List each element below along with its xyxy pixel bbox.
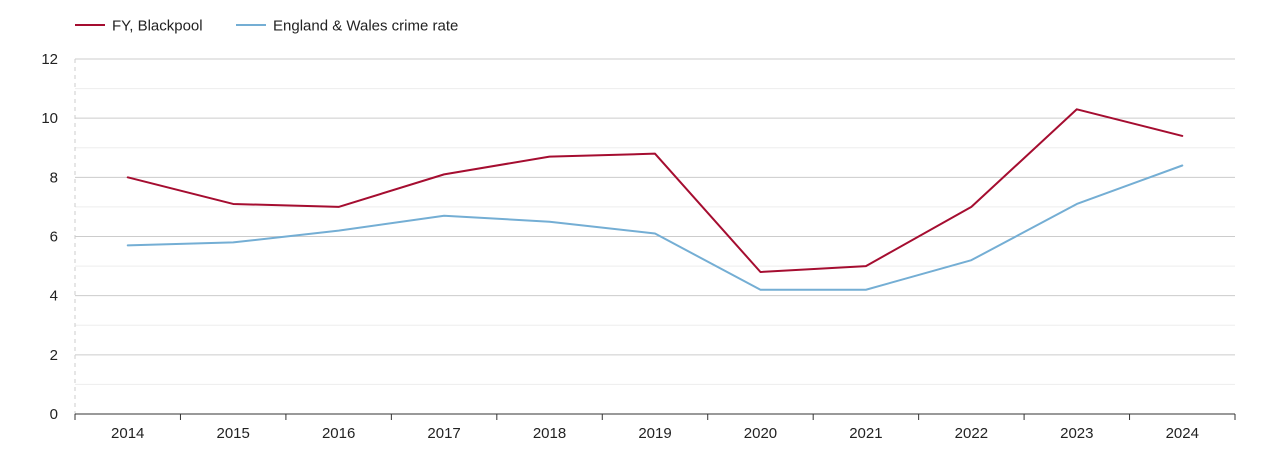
x-tick-label: 2016 — [322, 425, 355, 442]
data-point-blackpool[interactable] — [756, 268, 764, 276]
x-tick-label: 2020 — [744, 425, 777, 442]
data-point-blackpool[interactable] — [862, 262, 870, 270]
series — [124, 105, 1186, 294]
x-tick-label: 2024 — [1166, 425, 1199, 442]
data-point-blackpool[interactable] — [335, 203, 343, 211]
data-point-blackpool[interactable] — [440, 170, 448, 178]
y-tick-label: 4 — [50, 288, 58, 305]
x-tick-label: 2021 — [849, 425, 882, 442]
y-tick-label: 6 — [50, 229, 58, 246]
legend-item-england-wales[interactable]: England & Wales crime rate — [236, 18, 458, 35]
data-point-england-wales[interactable] — [862, 286, 870, 294]
x-tick-label: 2019 — [638, 425, 671, 442]
data-point-england-wales[interactable] — [1178, 162, 1186, 170]
x-tick-label: 2014 — [111, 425, 144, 442]
y-tick-label: 2 — [50, 347, 58, 364]
data-point-england-wales[interactable] — [335, 227, 343, 235]
legend-item-blackpool[interactable]: FY, Blackpool — [75, 18, 203, 35]
data-point-blackpool[interactable] — [1178, 132, 1186, 140]
series-line-england-wales[interactable] — [126, 164, 1184, 291]
y-tick-label: 10 — [41, 110, 58, 127]
data-point-blackpool[interactable] — [124, 173, 132, 181]
y-tick-label: 12 — [41, 51, 58, 68]
data-point-england-wales[interactable] — [651, 230, 659, 238]
legend-label-england-wales: England & Wales crime rate — [273, 18, 458, 35]
data-point-england-wales[interactable] — [546, 218, 554, 226]
y-tick-label: 0 — [50, 406, 58, 423]
data-point-england-wales[interactable] — [967, 256, 975, 264]
data-point-blackpool[interactable] — [229, 200, 237, 208]
data-point-blackpool[interactable] — [1073, 105, 1081, 113]
grid — [75, 58, 1235, 385]
legend-label-blackpool: FY, Blackpool — [112, 18, 203, 35]
data-point-england-wales[interactable] — [229, 238, 237, 246]
x-tick-label: 2017 — [427, 425, 460, 442]
data-point-blackpool[interactable] — [967, 203, 975, 211]
x-tick-label: 2015 — [216, 425, 249, 442]
x-tick-label: 2022 — [955, 425, 988, 442]
data-point-england-wales[interactable] — [1073, 200, 1081, 208]
x-tick-label: 2023 — [1060, 425, 1093, 442]
axes: 0 2 4 6 8 10 12 2014 2015 2016 2017 2018 2019 2020 202… — [41, 51, 1236, 442]
data-point-blackpool[interactable] — [651, 150, 659, 158]
data-point-england-wales[interactable] — [124, 241, 132, 249]
data-point-england-wales[interactable] — [756, 286, 764, 294]
y-tick-label: 8 — [50, 169, 58, 186]
series-line-blackpool[interactable] — [126, 108, 1184, 273]
data-point-blackpool[interactable] — [546, 153, 554, 161]
data-point-england-wales[interactable] — [440, 212, 448, 220]
x-tick-label: 2018 — [533, 425, 566, 442]
legend: FY, Blackpool England & Wales crime rate — [75, 18, 458, 35]
